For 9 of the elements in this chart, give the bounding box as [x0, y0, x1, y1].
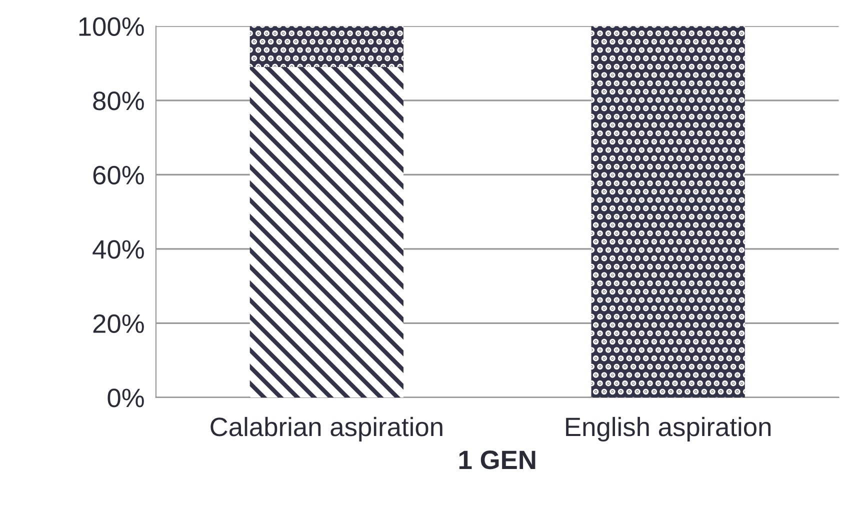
- y-tick-label: 80%: [93, 92, 144, 110]
- x-axis-title: 1 GEN: [459, 450, 536, 470]
- y-tick-label: 0%: [108, 388, 144, 408]
- x-tick-label: English aspiration: [566, 416, 771, 442]
- y-tick-label: 20%: [93, 314, 144, 334]
- y-tick-label: 60%: [93, 166, 144, 185]
- y-tick-label: 40%: [92, 240, 144, 259]
- y-tick-label: 100%: [79, 17, 144, 36]
- x-tick-label: Calabrian aspiration: [210, 416, 442, 442]
